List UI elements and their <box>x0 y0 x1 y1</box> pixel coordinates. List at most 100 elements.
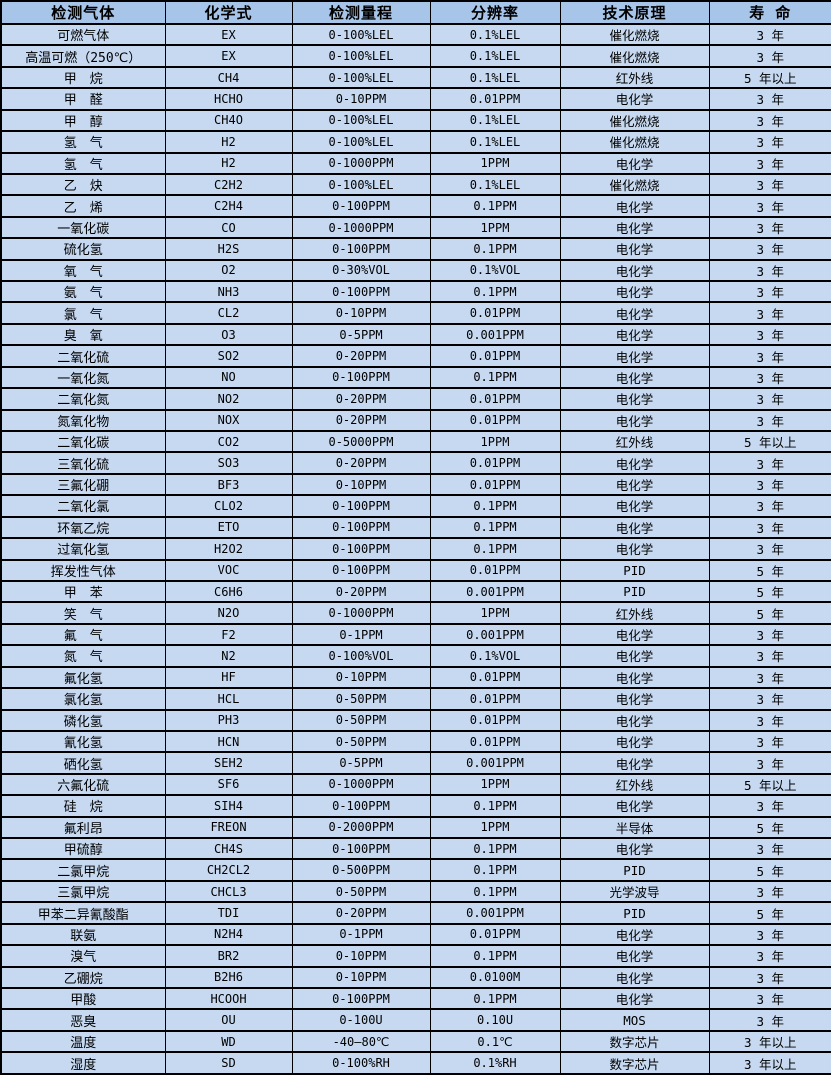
cell-gas: 乙 炔 <box>0 172 166 197</box>
cell-formula: N2O <box>164 601 293 625</box>
cell-range: 0-5000PPM <box>291 429 431 454</box>
cell-gas: 甲硫醇 <box>0 837 166 861</box>
table-row: 乙硼烷 B2H6 0-10PPM 0.0100M 电化学 3 年 <box>0 965 831 990</box>
cell-resolution: 0.001PPM <box>429 751 561 775</box>
cell-formula: SO3 <box>164 451 293 475</box>
cell-principle: 红外线 <box>559 65 710 90</box>
cell-resolution: 0.01PPM <box>429 558 561 582</box>
cell-gas: 氟 气 <box>0 622 166 647</box>
cell-range: 0-20PPM <box>291 579 431 604</box>
cell-principle: 数字芯片 <box>559 1029 710 1054</box>
cell-formula: WD <box>164 1029 293 1054</box>
cell-lifespan: 3 年 <box>708 794 831 818</box>
table-row: 挥发性气体 VOC 0-100PPM 0.01PPM PID 5 年 <box>0 558 831 582</box>
cell-lifespan: 5 年 <box>708 901 831 925</box>
cell-formula: SO2 <box>164 344 293 368</box>
cell-resolution: 0.1PPM <box>429 858 561 882</box>
cell-lifespan: 3 年 <box>708 451 831 475</box>
header-row: 检测气体 化学式 检测量程 分辨率 技术原理 寿 命 <box>0 0 831 25</box>
cell-formula: CLO2 <box>164 494 293 518</box>
cell-principle: PID <box>559 901 710 925</box>
cell-formula: HF <box>164 665 293 690</box>
table-row: 乙 炔 C2H2 0-100%LEL 0.1%LEL 催化燃烧 3 年 <box>0 172 831 197</box>
cell-range: 0-1000PPM <box>291 772 431 797</box>
cell-lifespan: 5 年 <box>708 558 831 582</box>
table-row: 甲 醛 HCHO 0-10PPM 0.01PPM 电化学 3 年 <box>0 87 831 111</box>
cell-formula: HCHO <box>164 87 293 111</box>
cell-gas: 乙硼烷 <box>0 965 166 990</box>
cell-range: 0-20PPM <box>291 901 431 925</box>
cell-resolution: 1PPM <box>429 429 561 454</box>
cell-principle: PID <box>559 579 710 604</box>
cell-gas: 二氧化硫 <box>0 344 166 368</box>
cell-resolution: 0.1%LEL <box>429 172 561 197</box>
cell-range: 0-20PPM <box>291 344 431 368</box>
cell-lifespan: 5 年以上 <box>708 65 831 90</box>
cell-formula: C2H2 <box>164 172 293 197</box>
cell-resolution: 1PPM <box>429 151 561 175</box>
cell-lifespan: 3 年 <box>708 87 831 111</box>
cell-formula: N2 <box>164 644 293 668</box>
cell-gas: 甲 醛 <box>0 87 166 111</box>
cell-formula: SEH2 <box>164 751 293 775</box>
cell-range: 0-100PPM <box>291 194 431 218</box>
table-row: 三氯甲烷 CHCL3 0-50PPM 0.1PPM 光学波导 3 年 <box>0 879 831 904</box>
cell-formula: C6H6 <box>164 579 293 604</box>
cell-range: 0-10PPM <box>291 965 431 990</box>
cell-resolution: 0.01PPM <box>429 387 561 411</box>
cell-formula: BR2 <box>164 944 293 968</box>
cell-resolution: 0.1%VOL <box>429 258 561 283</box>
cell-gas: 氟化氢 <box>0 665 166 690</box>
cell-formula: BF3 <box>164 472 293 497</box>
cell-gas: 氢 气 <box>0 130 166 154</box>
table-row: 可燃气体 EX 0-100%LEL 0.1%LEL 催化燃烧 3 年 <box>0 22 831 47</box>
cell-gas: 三氧化硫 <box>0 451 166 475</box>
cell-lifespan: 3 年 <box>708 301 831 325</box>
cell-lifespan: 3 年 <box>708 322 831 347</box>
cell-principle: 红外线 <box>559 772 710 797</box>
table-row: 温度 WD -40—80℃ 0.1℃ 数字芯片 3 年以上 <box>0 1029 831 1054</box>
cell-lifespan: 3 年 <box>708 537 831 561</box>
cell-range: 0-100%LEL <box>291 172 431 197</box>
cell-lifespan: 5 年 <box>708 815 831 840</box>
cell-lifespan: 3 年 <box>708 837 831 861</box>
cell-resolution: 0.1%LEL <box>429 22 561 47</box>
cell-resolution: 0.1PPM <box>429 194 561 218</box>
cell-lifespan: 3 年 <box>708 944 831 968</box>
cell-range: 0-100%VOL <box>291 644 431 668</box>
cell-resolution: 1PPM <box>429 215 561 240</box>
cell-formula: CH4 <box>164 65 293 90</box>
cell-resolution: 0.1PPM <box>429 515 561 540</box>
cell-formula: H2 <box>164 130 293 154</box>
cell-range: 0-100PPM <box>291 837 431 861</box>
cell-formula: SF6 <box>164 772 293 797</box>
header-lifespan: 寿 命 <box>708 0 831 25</box>
cell-gas: 氯化氢 <box>0 687 166 711</box>
cell-gas: 甲 烷 <box>0 65 166 90</box>
cell-formula: SIH4 <box>164 794 293 818</box>
cell-resolution: 0.1PPM <box>429 879 561 904</box>
cell-gas: 硅 烷 <box>0 794 166 818</box>
table-row: 氢 气 H2 0-100%LEL 0.1%LEL 催化燃烧 3 年 <box>0 130 831 154</box>
cell-resolution: 0.01PPM <box>429 408 561 433</box>
cell-gas: 氮 气 <box>0 644 166 668</box>
table-row: 氟化氢 HF 0-10PPM 0.01PPM 电化学 3 年 <box>0 665 831 690</box>
cell-gas: 三氯甲烷 <box>0 879 166 904</box>
cell-principle: 红外线 <box>559 601 710 625</box>
table-header: 检测气体 化学式 检测量程 分辨率 技术原理 寿 命 <box>0 0 831 25</box>
cell-range: 0-100PPM <box>291 794 431 818</box>
header-gas: 检测气体 <box>0 0 166 25</box>
cell-principle: 电化学 <box>559 387 710 411</box>
cell-range: 0-100%LEL <box>291 65 431 90</box>
cell-lifespan: 3 年 <box>708 237 831 261</box>
cell-gas: 六氟化硫 <box>0 772 166 797</box>
cell-resolution: 0.1%LEL <box>429 44 561 68</box>
cell-range: -40—80℃ <box>291 1029 431 1054</box>
cell-formula: NO <box>164 365 293 390</box>
table-row: 磷化氢 PH3 0-50PPM 0.01PPM 电化学 3 年 <box>0 708 831 732</box>
cell-range: 0-500PPM <box>291 858 431 882</box>
cell-lifespan: 3 年 <box>708 708 831 732</box>
cell-resolution: 0.01PPM <box>429 472 561 497</box>
header-resolution: 分辨率 <box>429 0 561 25</box>
